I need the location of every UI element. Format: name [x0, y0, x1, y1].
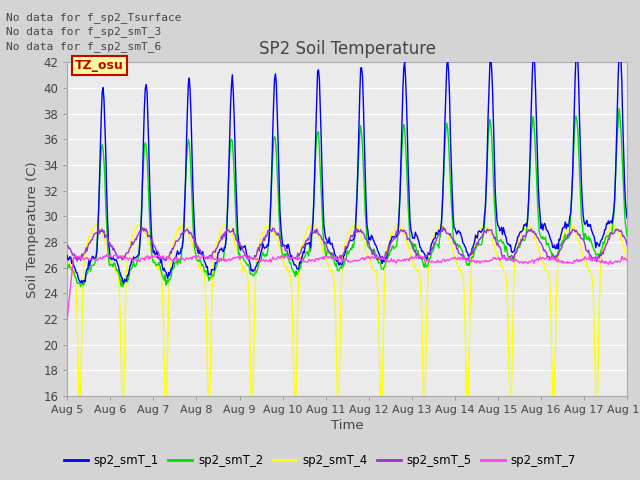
Text: No data for f_sp2_Tsurface: No data for f_sp2_Tsurface [6, 12, 182, 23]
Text: No data for f_sp2_smT_6: No data for f_sp2_smT_6 [6, 41, 162, 52]
Legend: sp2_smT_1, sp2_smT_2, sp2_smT_4, sp2_smT_5, sp2_smT_7: sp2_smT_1, sp2_smT_2, sp2_smT_4, sp2_smT… [60, 449, 580, 472]
X-axis label: Time: Time [331, 419, 364, 432]
Text: TZ_osu: TZ_osu [75, 59, 124, 72]
Text: No data for f_sp2_smT_3: No data for f_sp2_smT_3 [6, 26, 162, 37]
Title: SP2 Soil Temperature: SP2 Soil Temperature [259, 40, 436, 58]
Y-axis label: Soil Temperature (C): Soil Temperature (C) [26, 161, 39, 298]
